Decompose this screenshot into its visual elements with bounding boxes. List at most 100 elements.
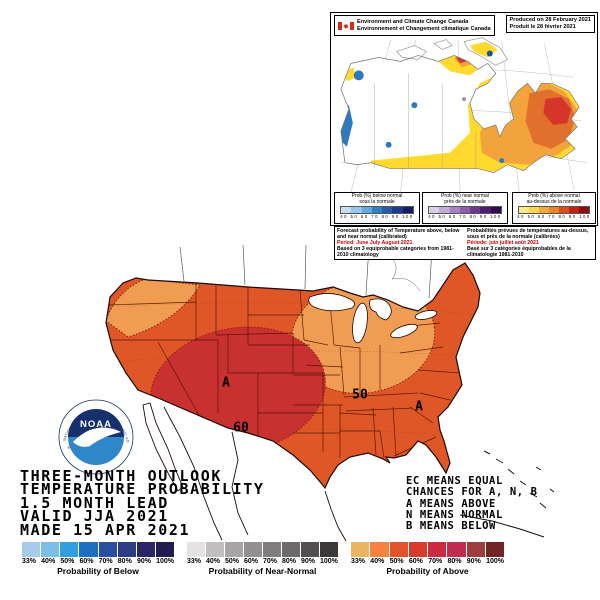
- legend-ticks: 40 50 60 70 80 90 100: [428, 214, 502, 219]
- canada-near-spot: [462, 97, 466, 102]
- legend-color-segment: [60, 542, 79, 557]
- below-normal-gradient: [340, 206, 414, 214]
- canada-yukon-yellow: [342, 67, 357, 82]
- mexico-outline: [142, 402, 347, 542]
- near-normal-gradient: [428, 206, 502, 214]
- gradient-step: [351, 207, 362, 213]
- legend-percent-label: 33%: [22, 558, 37, 565]
- legend-color-segment: [155, 542, 174, 557]
- ec-note-line: A MEANS ABOVE: [406, 497, 496, 510]
- produced-en: Produced on 28 February 2021: [509, 17, 591, 23]
- legend-percent-label: 70%: [98, 558, 113, 565]
- produced-fr: Produit le 28 février 2021: [509, 24, 576, 30]
- canada-below-spot: [353, 70, 364, 81]
- legend-title-en: Prob (%) below normal: [351, 193, 403, 199]
- eccc-header: Environment and Climate Change Canada En…: [334, 15, 495, 36]
- legend-percent-label: 90%: [301, 558, 316, 565]
- near-normal-caption: Probability of Near-Normal: [208, 566, 317, 576]
- gradient-step: [341, 207, 352, 213]
- legend-percent-label: 60%: [79, 558, 94, 565]
- legend-title-fr: près de la normale: [444, 199, 486, 205]
- canada-below-spot: [486, 50, 493, 57]
- provincial-borders: [374, 73, 477, 169]
- legend-percent-label: 50%: [389, 558, 404, 565]
- region-above-40-50-northwest: [106, 278, 201, 338]
- title-line: 1.5 MONTH LEAD: [20, 493, 169, 512]
- canada-coast-stroke: [340, 55, 580, 173]
- canada-below-spot: [385, 141, 392, 148]
- legend-color-segment: [447, 542, 466, 557]
- legend-color-segment: [263, 542, 281, 557]
- legend-percent-label: 80%: [282, 558, 297, 565]
- below-color-scale: [22, 542, 174, 557]
- islands-cuba-bahamas: [459, 450, 555, 538]
- description-french: Probabilités prévues de températures au-…: [467, 228, 593, 258]
- legend-percent-label: 50%: [225, 558, 240, 565]
- legend-percent-label: 100%: [486, 558, 504, 565]
- gradient-step: [529, 207, 539, 213]
- legend-color-segment: [206, 542, 224, 557]
- produced-date-box: Produced on 28 February 2021 Produit le …: [505, 15, 595, 33]
- legend-color-segment: [282, 542, 300, 557]
- ec-note-line: B MEANS BELOW: [406, 520, 496, 533]
- gradient-step: [480, 207, 491, 213]
- legend-title-fr: au-dessus de la normale: [526, 199, 582, 205]
- title-line: VALID JJA 2021: [20, 507, 169, 526]
- gradient-step: [449, 207, 460, 213]
- legend-percent-label: 70%: [428, 558, 443, 565]
- canada-above-70-plus: [543, 97, 572, 125]
- gradient-step: [439, 207, 450, 213]
- noaa-seabird-icon: [73, 427, 121, 447]
- gradient-step: [402, 207, 413, 213]
- canada-legend-above: Prob (%) above normal au-dessus de la no…: [512, 192, 596, 224]
- canada-below-spot: [411, 102, 418, 109]
- canada-map: [340, 37, 588, 197]
- legend-percent-label: 90%: [466, 558, 481, 565]
- canada-below-spot: [499, 158, 505, 164]
- legend-percent-label: 60%: [244, 558, 259, 565]
- gradient-step: [579, 207, 589, 213]
- legend-color-segment: [136, 542, 155, 557]
- gradient-step: [559, 207, 569, 213]
- gradient-step: [569, 207, 579, 213]
- desc-en-intro: Forecast probability of Temperature abov…: [337, 228, 460, 240]
- ec-note-line: N MEANS NORMAL: [406, 508, 503, 521]
- legend-color-segment: [117, 542, 136, 557]
- legend-percent-label: 80%: [117, 558, 132, 565]
- legend-percent-label: 100%: [156, 558, 174, 565]
- legend-color-segment: [187, 542, 205, 557]
- gradient-step: [519, 207, 529, 213]
- gradient-step: [382, 207, 393, 213]
- legend-percent-label: 70%: [263, 558, 278, 565]
- gradient-step: [371, 207, 383, 213]
- gradient-step: [361, 207, 372, 213]
- legend-percent-label: 33%: [187, 558, 202, 565]
- gradient-step: [429, 207, 440, 213]
- probability-of-near-normal-legend: 33% 40% 50% 60% 70% 80% 90% 100% Probability of…: [187, 542, 338, 576]
- outlook-title-block: THREE-MONTH OUTLOOK TEMPERATURE PROBABIL…: [20, 468, 265, 539]
- gradient-step: [470, 207, 481, 213]
- probability-of-above-legend: 33% 40% 50% 60% 70% 80% 90% 100% Probability of…: [351, 542, 504, 576]
- legend-percent-label: 90%: [136, 558, 151, 565]
- legend-color-segment: [351, 542, 370, 557]
- near-normal-percent-labels: 33% 40% 50% 60% 70% 80% 90% 100%: [187, 558, 338, 565]
- noaa-acronym: NOAA: [80, 419, 112, 430]
- gradient-step: [549, 207, 559, 213]
- legend-color-segment: [370, 542, 389, 557]
- us-outline: [105, 262, 481, 490]
- title-line: MADE 15 APR 2021: [20, 520, 191, 539]
- above-percent-labels: 33% 40% 50% 60% 70% 80% 90% 100%: [351, 558, 504, 565]
- legend-percent-label: 60%: [408, 558, 423, 565]
- above-normal-gradient: [518, 206, 590, 214]
- legend-color-segment: [41, 542, 60, 557]
- desc-en-basis: Based on 3 equiprobable categories from …: [337, 246, 454, 258]
- gradient-step: [392, 207, 403, 213]
- desc-fr-period: Période: juin juillet août 2021: [467, 240, 539, 246]
- legend-color-segment: [225, 542, 243, 557]
- legend-color-segment: [244, 542, 262, 557]
- gradient-step: [539, 207, 549, 213]
- gradient-step: [459, 207, 471, 213]
- below-percent-labels: 33% 40% 50% 60% 70% 80% 90% 100%: [22, 558, 174, 565]
- below-caption: Probability of Below: [57, 566, 139, 576]
